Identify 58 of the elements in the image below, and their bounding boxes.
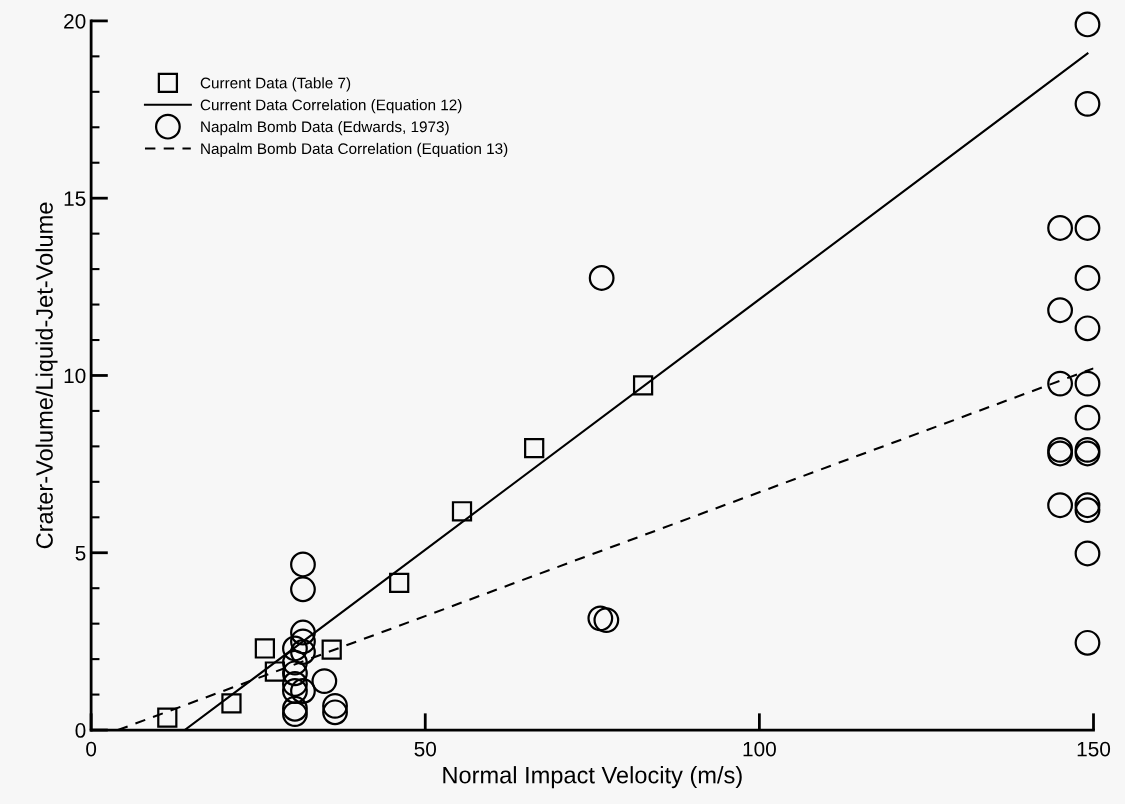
point bbox=[290, 619, 316, 646]
y-axis-title: Crater-Volume/Liquid-Jet-Volume bbox=[35, 202, 58, 549]
point bbox=[282, 695, 308, 722]
point bbox=[322, 693, 348, 719]
point bbox=[389, 572, 410, 594]
point bbox=[322, 699, 348, 726]
point bbox=[282, 660, 308, 687]
point bbox=[282, 635, 308, 662]
legend-label: Napalm Bomb Data (Edwards, 1973) bbox=[201, 120, 449, 136]
point bbox=[588, 265, 615, 291]
point bbox=[282, 671, 308, 697]
point bbox=[290, 628, 316, 655]
y-tick-label: 5 bbox=[75, 545, 86, 561]
point bbox=[451, 501, 473, 522]
point bbox=[311, 668, 338, 695]
x-tick-label: 50 bbox=[414, 741, 437, 757]
point bbox=[1074, 215, 1101, 241]
point bbox=[632, 375, 654, 396]
point bbox=[290, 576, 316, 603]
point bbox=[1074, 90, 1101, 117]
point bbox=[1074, 497, 1101, 524]
y-tick-label: 20 bbox=[64, 13, 86, 29]
point bbox=[1074, 11, 1101, 38]
point bbox=[1074, 370, 1101, 397]
point bbox=[264, 661, 286, 682]
x-axis-title: Normal Impact Velocity (m/s) bbox=[443, 766, 742, 789]
point bbox=[282, 678, 308, 704]
point bbox=[587, 605, 614, 632]
point bbox=[321, 639, 342, 660]
point bbox=[524, 438, 545, 459]
point bbox=[1074, 315, 1101, 342]
point bbox=[1074, 404, 1101, 431]
point bbox=[1074, 540, 1101, 567]
point bbox=[1074, 629, 1101, 656]
legend-label: Current Data (Table 7) bbox=[200, 77, 351, 92]
point bbox=[1047, 370, 1073, 397]
point bbox=[1047, 492, 1073, 519]
y-tick-label: 15 bbox=[64, 191, 86, 206]
point bbox=[1074, 265, 1101, 291]
point bbox=[254, 638, 276, 659]
y-tick-label: 10 bbox=[64, 368, 86, 384]
point bbox=[1047, 215, 1073, 241]
point bbox=[282, 649, 308, 676]
x-tick-label: 100 bbox=[743, 741, 776, 757]
point bbox=[1074, 492, 1101, 519]
point bbox=[157, 707, 178, 728]
point bbox=[290, 551, 316, 578]
point bbox=[282, 701, 308, 727]
point bbox=[290, 678, 316, 704]
y-tick-label: 0 bbox=[75, 723, 86, 738]
point bbox=[290, 639, 316, 665]
legend-label: Current Data Correlation (Equation 12) bbox=[200, 99, 462, 114]
point bbox=[221, 693, 242, 714]
x-tick-label: 0 bbox=[86, 741, 97, 757]
point bbox=[593, 607, 620, 634]
x-tick-label: 150 bbox=[1077, 741, 1111, 757]
point bbox=[1047, 297, 1073, 324]
legend-label: Napalm Bomb Data Correlation (Equation 13) bbox=[201, 142, 508, 158]
